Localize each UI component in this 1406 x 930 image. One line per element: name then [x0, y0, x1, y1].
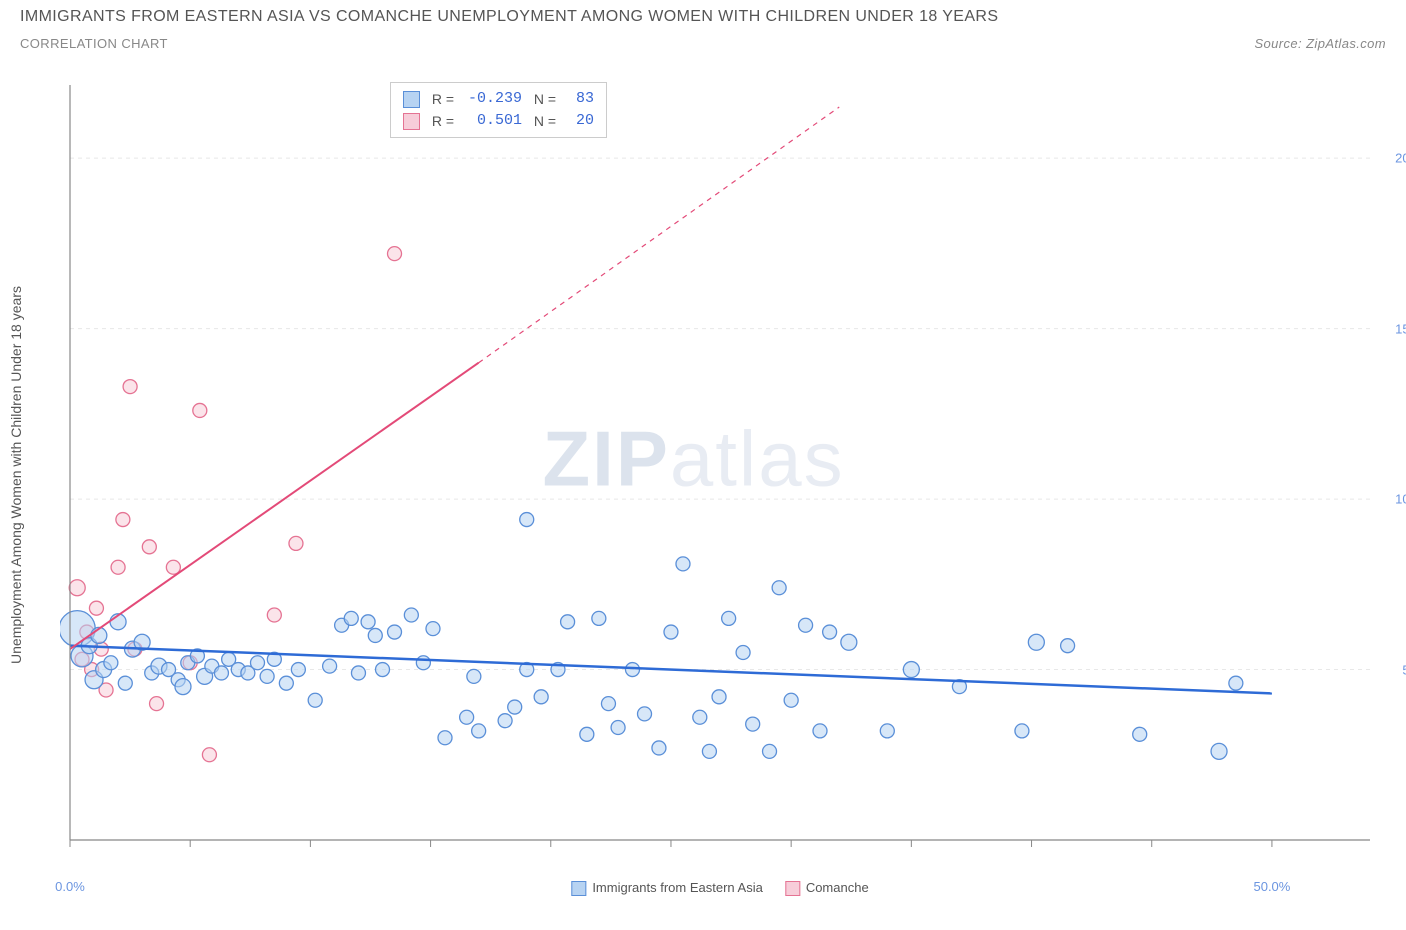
y-tick-label: 15.0% — [1395, 321, 1406, 336]
legend-series-label: Immigrants from Eastern Asia — [592, 880, 763, 895]
legend-r-label: R = — [430, 88, 454, 110]
chart-source: Source: ZipAtlas.com — [1254, 36, 1386, 51]
legend-stats-row: R = -0.239 N = 83 — [403, 88, 594, 110]
legend-n-value: 83 — [566, 88, 594, 110]
y-tick-label: 5.0% — [1402, 662, 1406, 677]
legend-series-label: Comanche — [806, 880, 869, 895]
x-tick-label: 0.0% — [55, 879, 85, 894]
legend-r-value: -0.239 — [464, 88, 522, 110]
legend-swatch — [571, 881, 586, 896]
chart-title: IMMIGRANTS FROM EASTERN ASIA VS COMANCHE… — [0, 0, 1406, 30]
y-tick-label: 20.0% — [1395, 151, 1406, 166]
legend-stats-row: R = 0.501 N = 20 — [403, 110, 594, 132]
chart-subtitle: CORRELATION CHART — [20, 36, 168, 51]
legend-swatch — [403, 113, 420, 130]
legend-n-value: 20 — [566, 110, 594, 132]
legend-r-value: 0.501 — [464, 110, 522, 132]
legend-n-label: N = — [532, 110, 556, 132]
chart-area: Unemployment Among Women with Children U… — [60, 80, 1380, 870]
x-tick-label: 50.0% — [1253, 879, 1290, 894]
legend-series: Immigrants from Eastern Asia Comanche — [571, 880, 868, 896]
subtitle-row: CORRELATION CHART Source: ZipAtlas.com — [0, 30, 1406, 61]
legend-stats: R = -0.239 N = 83 R = 0.501 N = 20 — [390, 82, 607, 138]
legend-swatch — [403, 91, 420, 108]
y-axis-label: Unemployment Among Women with Children U… — [8, 286, 24, 664]
legend-series-item: Comanche — [785, 880, 869, 896]
y-tick-label: 10.0% — [1395, 492, 1406, 507]
legend-n-label: N = — [532, 88, 556, 110]
chart-svg — [60, 80, 1380, 870]
legend-r-label: R = — [430, 110, 454, 132]
legend-series-item: Immigrants from Eastern Asia — [571, 880, 763, 896]
legend-swatch — [785, 881, 800, 896]
